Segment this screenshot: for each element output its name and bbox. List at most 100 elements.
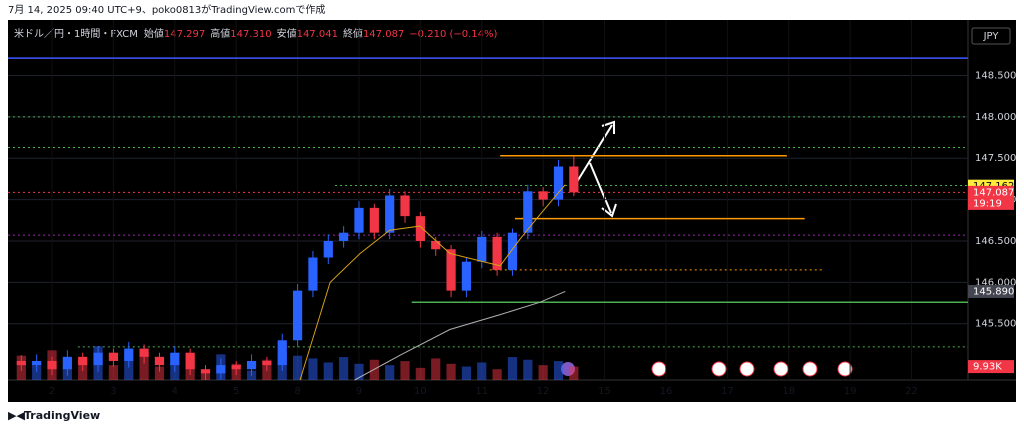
x-tick-label: 4 bbox=[172, 386, 178, 397]
legend-header: 米ドル／円・1時間・FXCM 始値 147.297 高値 147.310 安値 147.04… bbox=[14, 27, 498, 40]
ohlc-value: 147.041 bbox=[297, 29, 338, 40]
volume-bar bbox=[569, 366, 579, 380]
price-tag-label: 145.890 bbox=[973, 286, 1014, 297]
x-tick-label: 2 bbox=[49, 386, 55, 397]
ohlc-label: 終値 bbox=[343, 27, 363, 40]
volume-bar bbox=[323, 362, 333, 380]
candle-body bbox=[108, 352, 119, 361]
candle-body bbox=[323, 240, 333, 258]
price-tag-sub: 19:19 bbox=[973, 198, 1002, 209]
y-tick-label: 146.000 bbox=[975, 277, 1016, 288]
y-tick-label: 145.500 bbox=[975, 319, 1016, 330]
volume-bar bbox=[523, 359, 533, 380]
volume-bar bbox=[507, 357, 518, 380]
candle-body bbox=[446, 249, 456, 291]
candle-body bbox=[139, 348, 149, 357]
x-tick-label: 19 bbox=[844, 386, 857, 397]
candle-body bbox=[62, 356, 72, 370]
candle-body bbox=[553, 166, 564, 200]
candle-body bbox=[32, 360, 42, 366]
volume-bar bbox=[32, 363, 42, 380]
volume-bar bbox=[154, 366, 165, 380]
x-tick-label: 9 bbox=[356, 386, 362, 397]
ohlc-label: 安値 bbox=[277, 27, 297, 40]
volume-bar bbox=[538, 365, 548, 380]
price-tag-label: 147.087 bbox=[973, 187, 1014, 198]
volume-bar bbox=[354, 363, 364, 380]
candle-body bbox=[292, 290, 303, 341]
y-tick-label: 146.500 bbox=[975, 236, 1016, 247]
currency-box bbox=[971, 27, 1011, 45]
volume-tag bbox=[968, 360, 1014, 374]
candle-body bbox=[369, 207, 379, 233]
candle-body bbox=[93, 352, 103, 366]
x-tick-label: 3 bbox=[110, 386, 116, 397]
ohlc-value: 147.297 bbox=[164, 29, 205, 40]
x-tick-label: 10 bbox=[414, 386, 427, 397]
candle-body bbox=[124, 348, 134, 361]
brand-logo: ▶◀ bbox=[8, 409, 25, 422]
y-tick-label: 148.500 bbox=[975, 70, 1016, 81]
volume-bar bbox=[492, 369, 502, 380]
caption: 7月 14, 2025 09:40 UTC+9、poko0813がTrading… bbox=[8, 3, 325, 16]
candle-body bbox=[78, 356, 88, 366]
volume-bar bbox=[553, 361, 564, 380]
ohlc-value: −0.210 (−0.14%) bbox=[409, 29, 497, 40]
x-tick-label: 11 bbox=[475, 386, 488, 397]
volume-bar bbox=[339, 357, 349, 380]
candle-body bbox=[400, 195, 410, 217]
chart-title: 米ドル／円・1時間・FXCM bbox=[14, 27, 138, 40]
moving-average bbox=[354, 290, 566, 381]
ohlc-value: 147.310 bbox=[230, 29, 271, 40]
candle-body bbox=[47, 360, 57, 370]
candle-body bbox=[431, 240, 441, 250]
x-tick-label: 8 bbox=[294, 386, 300, 397]
background bbox=[8, 20, 1016, 402]
arrow-down bbox=[589, 162, 617, 218]
volume-bar bbox=[108, 365, 119, 380]
price-tag bbox=[968, 185, 1014, 210]
event-icon bbox=[739, 361, 755, 377]
candle-body bbox=[569, 166, 579, 193]
moving-average bbox=[299, 184, 566, 381]
event-icon bbox=[773, 361, 789, 377]
candle-body bbox=[262, 360, 272, 366]
volume-bar bbox=[400, 361, 410, 380]
candle-body bbox=[538, 191, 548, 200]
event-icon bbox=[651, 361, 667, 377]
volume-bar bbox=[446, 363, 456, 380]
ohlc-label: 高値 bbox=[210, 27, 230, 40]
event-icons bbox=[561, 361, 853, 377]
candle-body bbox=[308, 257, 318, 291]
candle-body bbox=[523, 191, 533, 233]
candle-body bbox=[492, 236, 502, 270]
candle-body bbox=[461, 261, 472, 291]
volume-bar bbox=[415, 367, 425, 380]
ohlc-value: 147.087 bbox=[363, 29, 404, 40]
x-tick-label: 5 bbox=[233, 386, 239, 397]
candle-body bbox=[246, 360, 257, 370]
y-tick-label: 148.000 bbox=[975, 112, 1016, 123]
candle-body bbox=[216, 365, 226, 374]
candle-body bbox=[154, 356, 165, 366]
candle-body bbox=[16, 360, 26, 366]
x-tick-label: 15 bbox=[598, 386, 611, 397]
candle-body bbox=[339, 232, 349, 241]
candle-body bbox=[354, 207, 364, 233]
volume-bar bbox=[124, 358, 134, 380]
y-tick-label: 147.500 bbox=[975, 153, 1016, 164]
volume-bar bbox=[292, 355, 303, 380]
price-tag bbox=[968, 284, 1014, 298]
volume-tag-label: 9.93K bbox=[973, 362, 1002, 373]
volume-bar bbox=[139, 353, 149, 380]
candle-body bbox=[385, 195, 395, 233]
brand: TradingView bbox=[24, 409, 100, 422]
currency: JPY bbox=[983, 31, 1000, 42]
event-icon bbox=[802, 361, 818, 377]
candle-body bbox=[477, 236, 487, 262]
x-tick-label: 12 bbox=[537, 386, 550, 397]
volume-bar bbox=[385, 365, 395, 380]
volume-bar bbox=[431, 358, 441, 380]
